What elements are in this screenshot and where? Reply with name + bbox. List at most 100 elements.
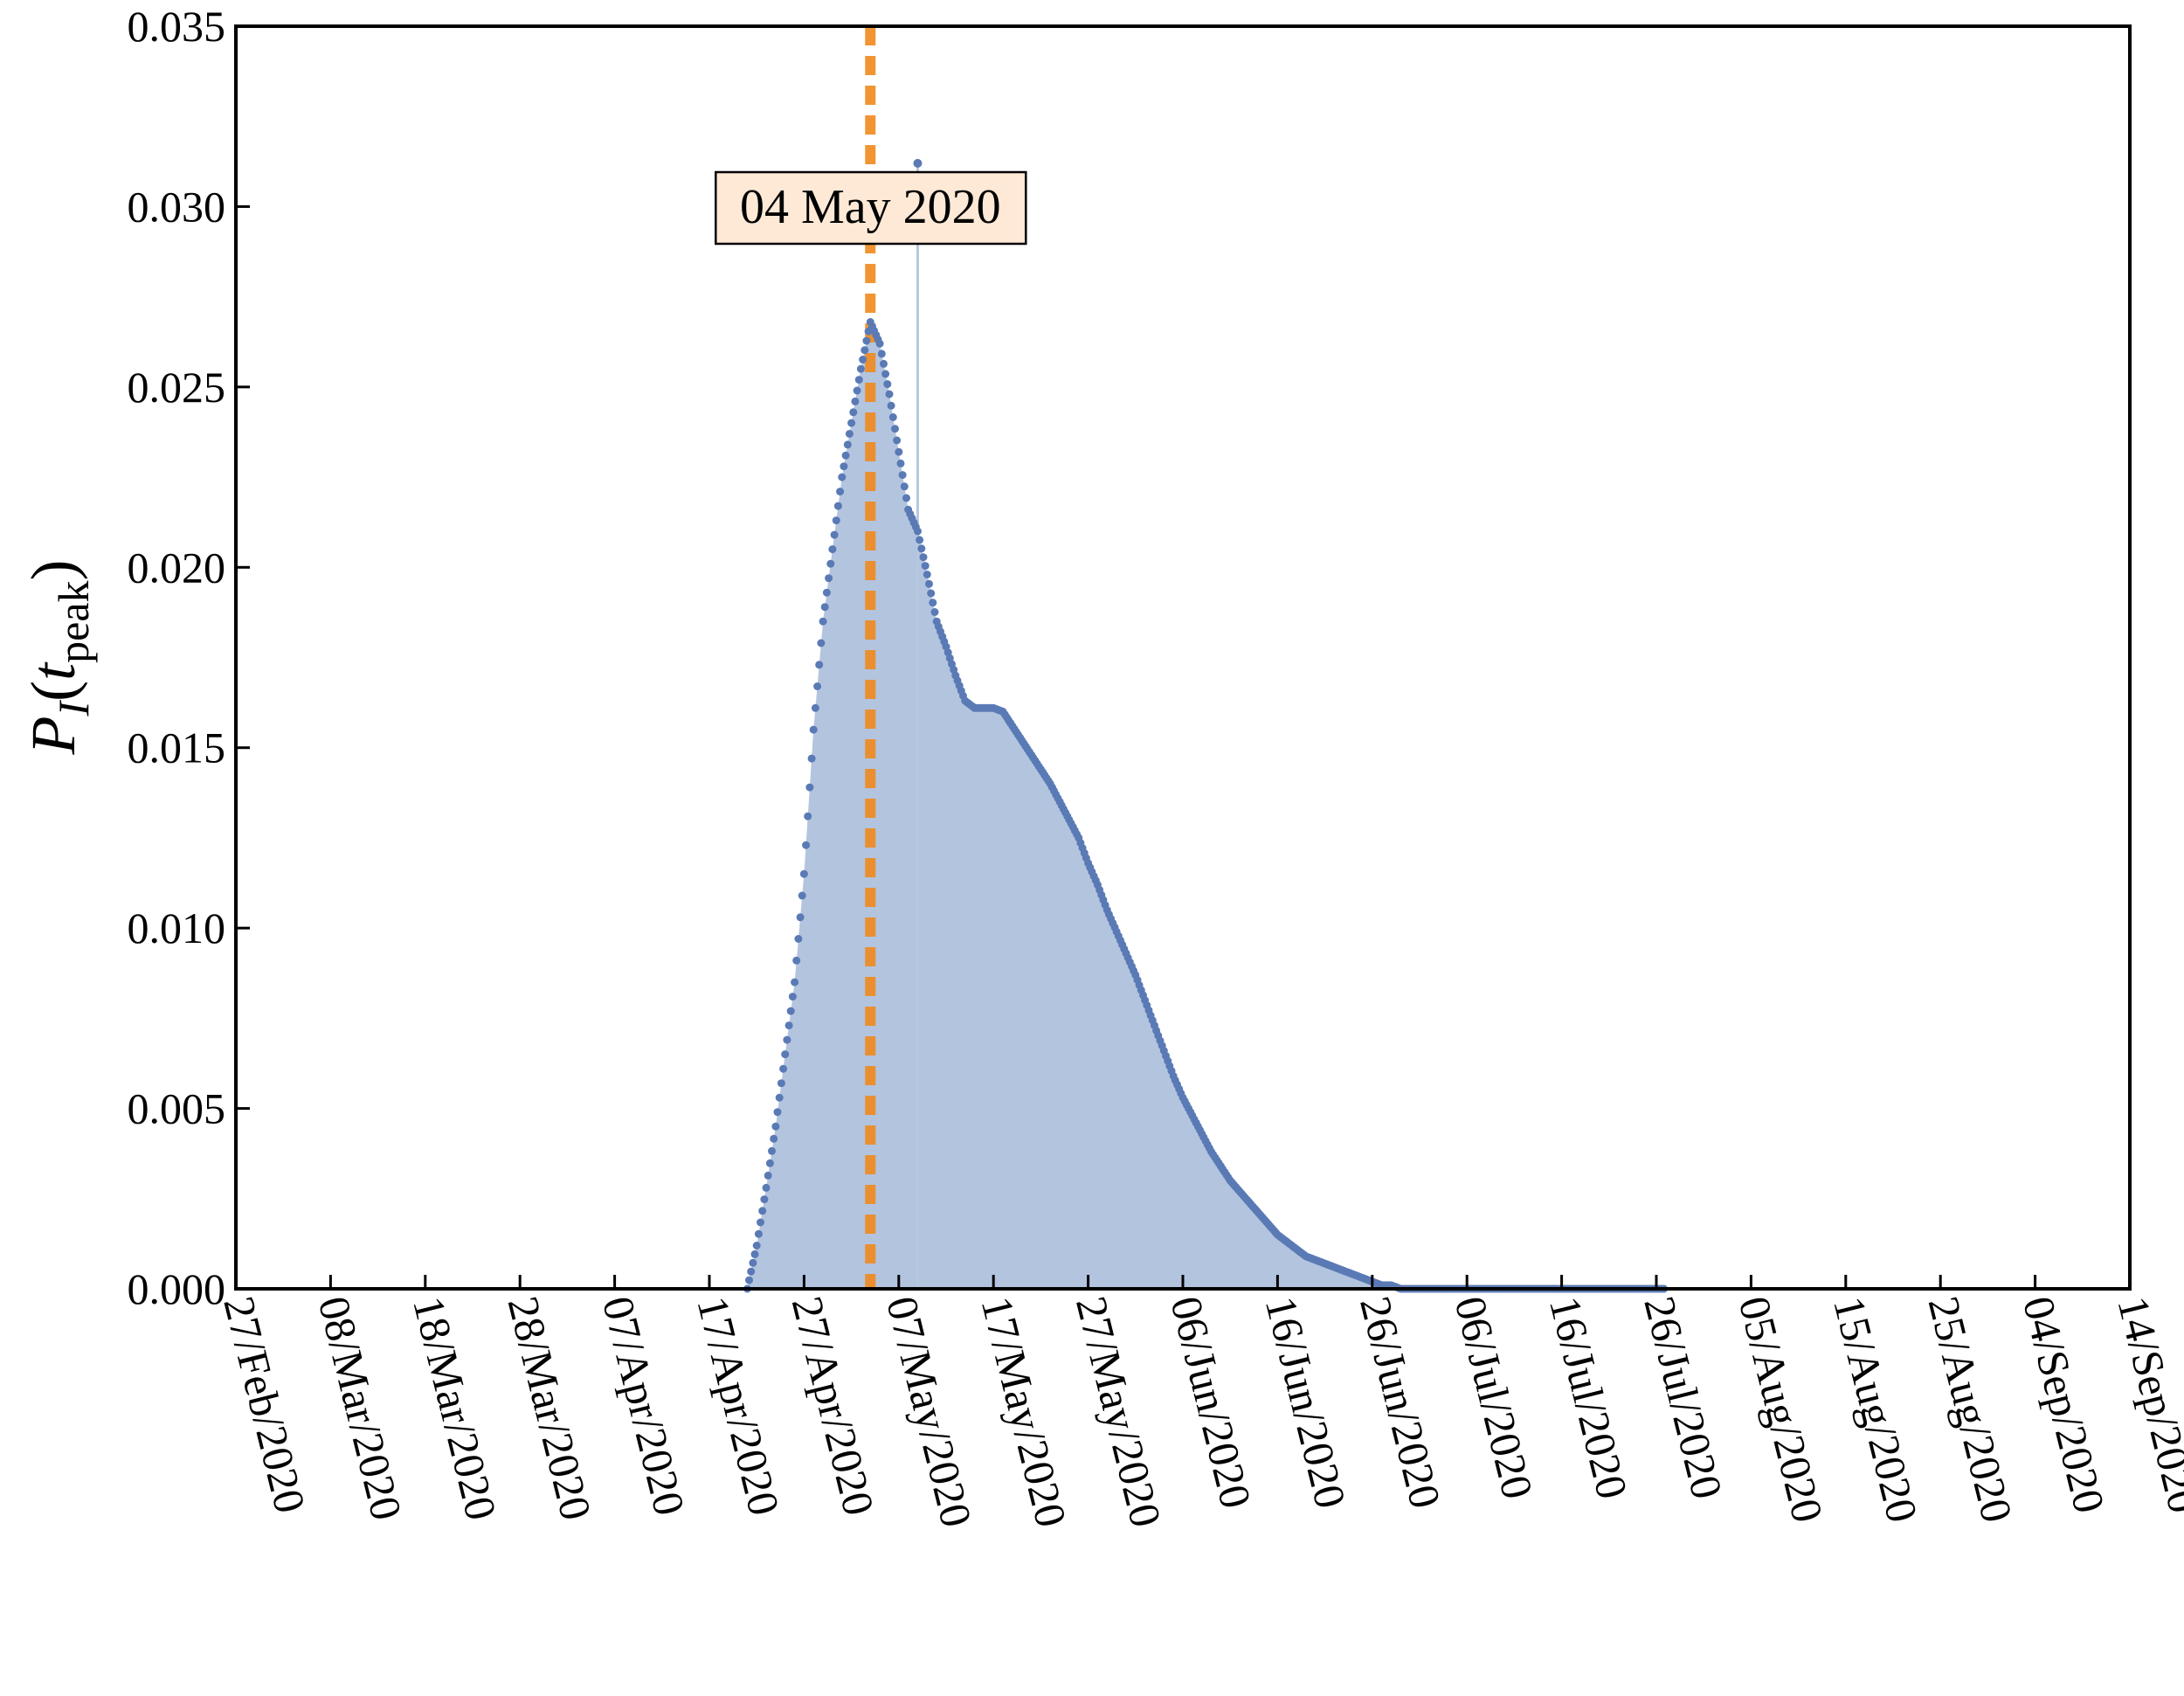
data-point <box>758 1207 767 1215</box>
data-point <box>762 1183 771 1192</box>
x-tick-label: 06/Jun/2020 <box>1161 1291 1261 1513</box>
x-tick-label: 15/Aug/2020 <box>1824 1291 1927 1527</box>
data-point <box>927 589 936 598</box>
data-point <box>792 956 801 965</box>
data-point <box>796 913 805 922</box>
annotation-label: 04 May 2020 <box>740 180 1001 234</box>
distribution-fill <box>747 322 1666 1289</box>
x-tick-label: 18/Mar/2020 <box>404 1291 507 1525</box>
data-point <box>804 812 812 820</box>
data-point <box>859 356 867 363</box>
data-point <box>813 682 822 690</box>
x-tick-label: 16/Jul/2020 <box>1540 1291 1637 1504</box>
x-tick-label: 05/Aug/2020 <box>1730 1291 1833 1527</box>
y-tick-label: 0.035 <box>128 2 226 51</box>
annotation-box: 04 May 2020 <box>715 170 1027 246</box>
data-point <box>841 451 850 460</box>
data-point <box>773 1108 782 1117</box>
y-tick-label: 0.030 <box>128 182 226 231</box>
data-point <box>916 536 924 544</box>
y-tick-label: 0.025 <box>128 363 226 412</box>
data-point <box>788 993 797 1001</box>
data-point <box>768 1146 776 1155</box>
data-point <box>826 559 835 568</box>
data-point <box>836 488 845 496</box>
data-point <box>828 545 837 554</box>
data-point <box>896 459 905 467</box>
data-point <box>752 1242 761 1250</box>
data-point <box>860 346 869 355</box>
data-point <box>877 350 886 358</box>
data-point <box>875 339 884 348</box>
data-point <box>851 397 860 405</box>
x-tick-label: 14/Sep/2020 <box>2108 1291 2184 1518</box>
data-point <box>745 1276 753 1284</box>
data-point <box>771 1122 780 1131</box>
data-point <box>833 502 842 510</box>
x-tick-label: 08/Mar/2020 <box>309 1291 412 1525</box>
y-label-t: t <box>18 661 88 681</box>
x-tick-label: 06/Jul/2020 <box>1446 1291 1543 1504</box>
x-tick-label: 27/Apr/2020 <box>783 1291 884 1520</box>
x-tick-label: 26/Jun/2020 <box>1351 1291 1450 1513</box>
y-tick-label: 0.005 <box>128 1084 226 1133</box>
data-point <box>815 661 824 669</box>
y-label-main: P <box>18 716 88 756</box>
y-axis-label: PI(tpeak) <box>18 559 98 755</box>
y-tick-label: 0.010 <box>128 903 226 952</box>
data-point <box>900 482 909 491</box>
data-point <box>760 1195 769 1204</box>
y-label-t-sub: peak <box>49 580 98 662</box>
x-tick-label: 07/May/2020 <box>877 1291 982 1532</box>
data-point <box>883 380 892 389</box>
data-point <box>849 408 858 417</box>
data-point <box>925 579 933 588</box>
x-tick-label: 17/Apr/2020 <box>688 1291 789 1520</box>
outlier-layer <box>913 158 923 1289</box>
data-point <box>811 703 819 712</box>
data-point <box>809 725 818 734</box>
data-point <box>784 1021 793 1030</box>
data-point <box>888 413 897 421</box>
data-point <box>862 336 871 345</box>
data-point <box>805 783 814 792</box>
data-point <box>895 447 903 456</box>
outlier-point <box>913 158 923 168</box>
data-point <box>770 1134 778 1143</box>
data-point <box>919 553 928 562</box>
x-tick-label: 27/Feb/2020 <box>214 1291 314 1518</box>
x-tick-label: 17/May/2020 <box>972 1291 1077 1532</box>
data-point <box>840 462 848 471</box>
y-tick-label: 0.000 <box>128 1264 226 1313</box>
data-point <box>820 603 829 612</box>
data-point <box>777 1079 785 1088</box>
data-point <box>765 1159 774 1167</box>
data-point <box>783 1035 791 1044</box>
data-point <box>845 430 854 438</box>
x-axis: 27/Feb/202008/Mar/202018/Mar/202028/Mar/… <box>214 1275 2184 1532</box>
data-point <box>885 390 894 398</box>
data-point <box>887 401 895 410</box>
data-point <box>786 1007 795 1015</box>
data-point <box>914 527 922 536</box>
distribution-area <box>747 322 1666 1289</box>
data-point <box>830 530 839 539</box>
data-point <box>819 617 827 626</box>
y-axis: 0.000 0.005 0.010 0.015 0.020 0.025 0.030 0.035 <box>128 2 250 1313</box>
data-point <box>754 1229 763 1238</box>
data-point <box>747 1267 756 1276</box>
data-point <box>832 516 840 525</box>
y-label-sub: I <box>49 700 98 717</box>
data-point <box>929 599 937 607</box>
data-point <box>794 935 803 943</box>
y-label-open: ( <box>18 681 88 702</box>
x-tick-label: 16/Jun/2020 <box>1256 1291 1356 1513</box>
data-point <box>838 473 847 481</box>
x-tick-label: 25/Aug/2020 <box>1919 1291 2022 1527</box>
data-point <box>807 754 816 763</box>
data-point <box>775 1093 784 1102</box>
x-tick-label: 27/May/2020 <box>1067 1291 1171 1532</box>
data-point <box>898 471 907 480</box>
y-tick-label: 0.020 <box>128 543 226 592</box>
